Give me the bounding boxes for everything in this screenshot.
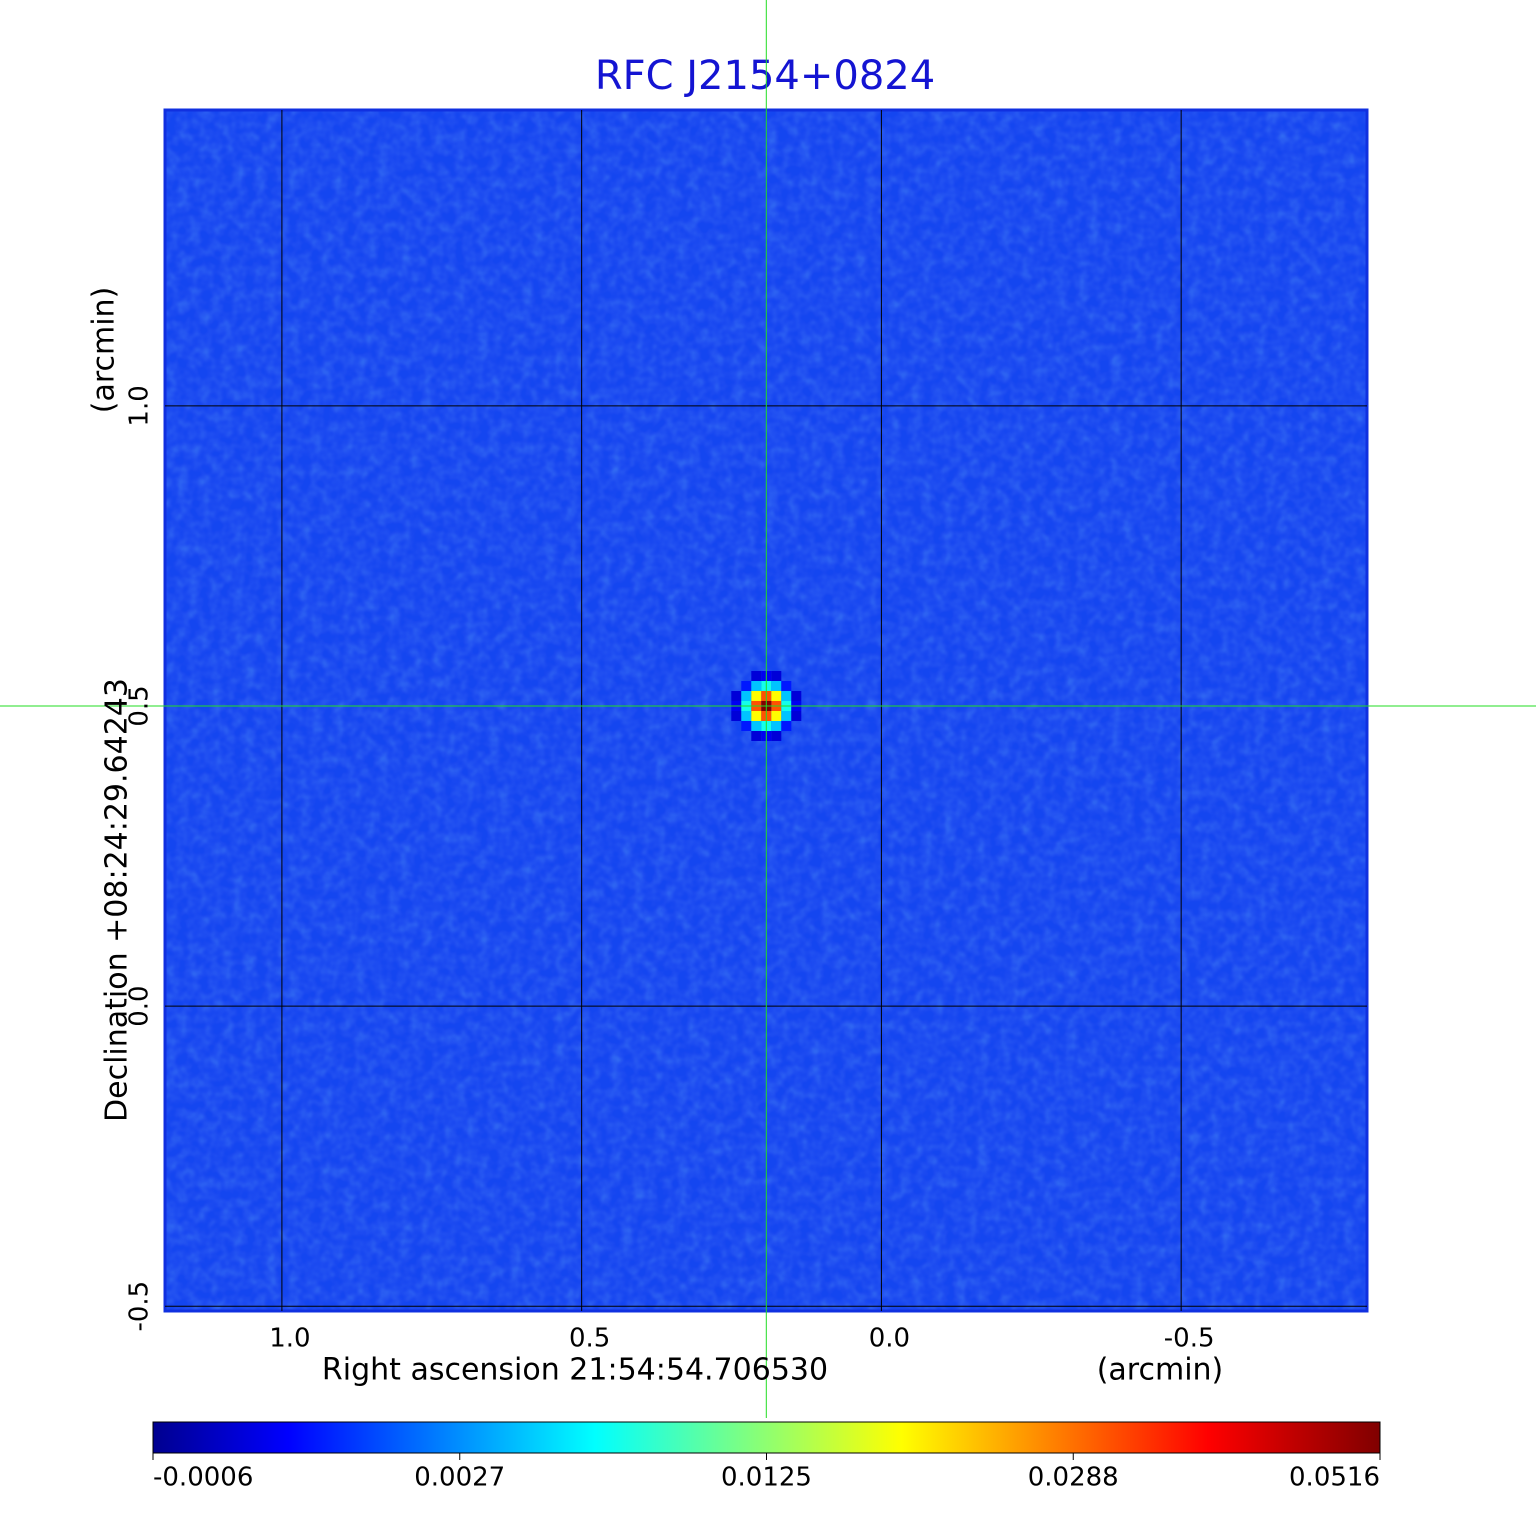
y-tick-label: 0.0 (125, 985, 155, 1026)
source-pixel (731, 690, 742, 701)
source-pixel (771, 730, 782, 741)
x-tick-label: 1.0 (269, 1324, 310, 1354)
x-tick-label: 0.5 (569, 1324, 610, 1354)
source-pixel (781, 710, 792, 721)
x-tick-label: -0.5 (1164, 1324, 1215, 1354)
colorbar (152, 1421, 1381, 1454)
source-pixel (751, 710, 762, 721)
y-axis-unit: (arcmin) (87, 287, 122, 414)
x-axis-unit: (arcmin) (1097, 1353, 1224, 1388)
y-tick-label: 1.0 (125, 385, 155, 426)
source-pixel (741, 680, 752, 691)
source-pixel (781, 690, 792, 701)
source-pixel (741, 710, 752, 721)
source-pixel (751, 720, 762, 731)
source-pixel (751, 690, 762, 701)
x-tick-label: 0.0 (869, 1324, 910, 1354)
source-pixel (781, 680, 792, 691)
source-pixel (771, 720, 782, 731)
source-pixel (791, 690, 802, 701)
x-axis-label: Right ascension 21:54:54.706530 (322, 1353, 828, 1388)
source-pixel (751, 670, 762, 681)
source-pixel (771, 680, 782, 691)
colorbar-tick-label: 0.0516 (1289, 1463, 1380, 1493)
y-tick-label: 0.5 (125, 685, 155, 726)
colorbar-tick-label: 0.0288 (1028, 1463, 1119, 1493)
colorbar-tick-label: 0.0125 (721, 1463, 812, 1493)
source-pixel (751, 680, 762, 691)
y-axis-label: Declination +08:24:29.64243 (100, 678, 135, 1122)
source-pixel (731, 710, 742, 721)
source-pixel (751, 730, 762, 741)
source-pixel (781, 720, 792, 731)
source-pixel (741, 720, 752, 731)
source-pixel (771, 670, 782, 681)
colorbar-tick-label: -0.0006 (153, 1463, 253, 1493)
chart-title: RFC J2154+0824 (595, 53, 935, 99)
source-pixel (771, 690, 782, 701)
source-pixel (771, 710, 782, 721)
source-pixel (741, 690, 752, 701)
y-tick-label: -0.5 (125, 1281, 155, 1332)
source-pixel (791, 710, 802, 721)
colorbar-tick-label: 0.0027 (414, 1463, 505, 1493)
